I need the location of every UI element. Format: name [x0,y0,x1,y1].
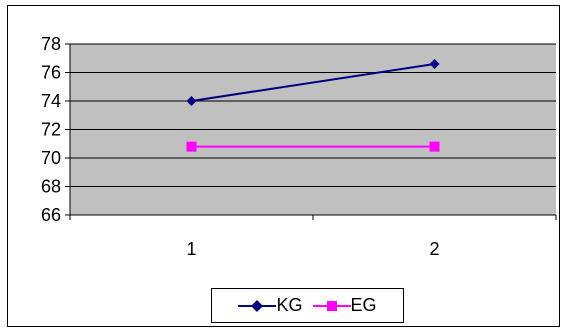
y-tick-label: 78 [41,34,61,54]
grid-lines [70,43,556,187]
y-tick-label: 70 [41,148,61,168]
y-tick-label: 74 [41,91,61,111]
y-tick-label: 68 [41,177,61,197]
legend-entry-eg: EG [312,295,377,316]
y-tick-label: 66 [41,205,61,225]
x-tick-label: 1 [186,239,196,259]
series-eg-point [186,141,197,152]
y-tick-label: 76 [41,63,61,83]
y-ticks: 78 76 74 72 70 68 66 [41,34,70,225]
legend-kg-marker [251,299,264,312]
y-tick-label: 72 [41,120,61,140]
legend-kg-swatch [238,299,277,312]
series-kg-point [186,96,197,106]
legend-eg-marker [326,300,337,311]
legend-eg-label: EG [350,295,377,315]
legend: KG EG [211,288,404,323]
legend-kg-label: KG [276,295,303,315]
legend-entry-kg: KG [238,295,303,316]
series-kg-line [191,62,435,102]
series-eg-point [429,141,440,152]
series-group [186,58,440,152]
x-tick-label: 2 [429,239,439,259]
legend-eg-swatch [312,300,351,311]
series-kg-point [429,58,440,69]
